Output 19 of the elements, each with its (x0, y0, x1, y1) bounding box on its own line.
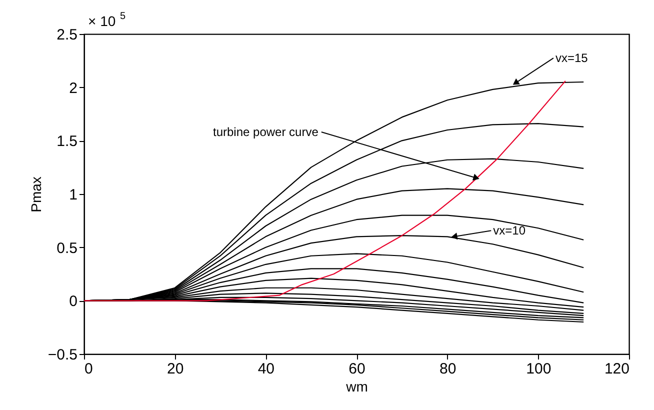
x-tick-label: 100 (526, 360, 552, 378)
y-axis-title: Pmax (28, 176, 44, 212)
annotation: vx=15 (555, 51, 588, 66)
y-tick-label: 2 (69, 80, 78, 97)
x-axis-title: wm (345, 378, 368, 394)
x-tick-label: 40 (258, 360, 275, 378)
y-tick-label: 0 (69, 293, 78, 310)
annotation: turbine power curve (213, 125, 319, 139)
x-tick-label: 0 (84, 360, 93, 378)
x-tick-label: 120 (604, 360, 630, 378)
x-tick-label: 60 (348, 360, 366, 378)
y-tick-label: 1 (69, 186, 78, 204)
x-tick-label: 20 (166, 360, 184, 378)
annotation: vx=10 (493, 224, 526, 238)
y-tick-label: 2.5 (56, 26, 78, 44)
x-tick-label: 80 (439, 360, 456, 378)
y-tick-label: −0.5 (48, 346, 78, 364)
y-tick-label: 1.5 (56, 133, 78, 150)
y-tick-label: 0.5 (56, 240, 78, 257)
